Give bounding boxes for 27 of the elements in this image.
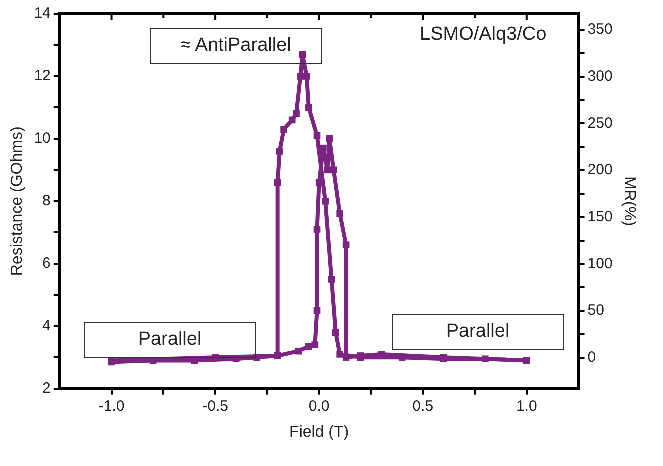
y-tick-label: 8	[42, 192, 51, 210]
y-tick-label: 4	[42, 317, 51, 334]
y2-tick-label: 150	[588, 208, 613, 226]
y2-tick-label: 200	[588, 162, 613, 179]
y2-tick-label: 350	[588, 21, 613, 38]
x-tick-label: 0.0	[308, 398, 330, 415]
annotation: Parallel	[392, 314, 564, 350]
y2-tick-label: 250	[588, 114, 613, 132]
y-tick-label: 12	[34, 68, 51, 85]
x-tick-label: 1.0	[516, 398, 538, 415]
y-tick-label: 10	[34, 130, 51, 148]
annotation: Parallel	[84, 322, 256, 358]
y2-tick-label: 100	[588, 255, 613, 272]
x-axis-title: Field (T)	[290, 424, 350, 441]
annotation: LSMO/Alq3/Co	[420, 24, 547, 46]
y2-tick-label: 0	[588, 349, 596, 366]
x-tick-label: -0.5	[202, 398, 228, 415]
x-tick-label: 0.5	[412, 398, 434, 415]
y2-axis-title: MR(%)	[620, 176, 638, 226]
annotation: ≈ AntiParallel	[150, 28, 322, 64]
y2-tick-label: 300	[588, 68, 613, 85]
y2-tick-label: 50	[588, 302, 604, 320]
y-tick-label: 2	[42, 380, 51, 397]
y-tick-label: 14	[34, 5, 51, 22]
y-tick-label: 6	[42, 255, 51, 272]
x-tick-label: -1.0	[98, 398, 125, 415]
y-axis-title: Resistance (GOhms)	[9, 126, 26, 276]
